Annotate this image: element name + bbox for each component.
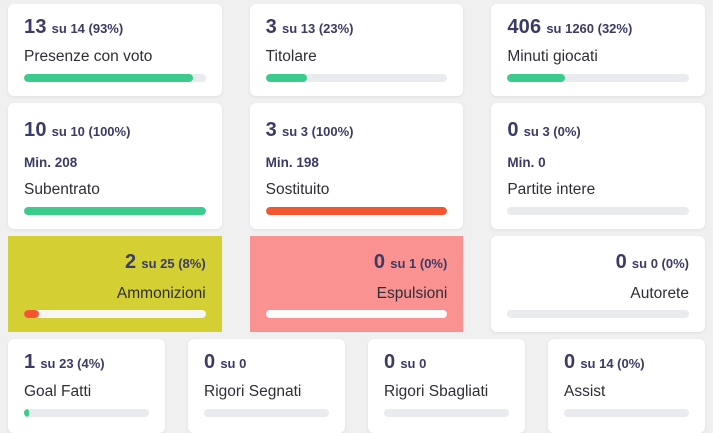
stat-label: Rigori Segnati — [204, 383, 302, 401]
progress-bar-fill — [24, 310, 39, 319]
stat-label: Assist — [564, 383, 606, 401]
stat-card-ammonizioni: 2 su 25 (8%) Ammonizioni — [8, 235, 222, 333]
progress-bar-track — [507, 73, 689, 82]
stat-value: 13 — [24, 16, 47, 38]
progress-bar-track — [265, 73, 448, 82]
stat-card-autorete: 0 su 0 (0%) Autorete — [491, 235, 705, 333]
stat-label: Autorete — [630, 284, 689, 302]
stat-ratio: su 1 (0%) — [390, 255, 448, 271]
stat-value: 0 — [507, 118, 519, 141]
stat-value: 406 — [507, 16, 542, 38]
stat-value: 0 — [615, 250, 627, 273]
stat-value: 1 — [24, 351, 36, 374]
stat-card-titolare: 3 su 13 (23%) Titolare — [249, 4, 464, 96]
progress-bar-track — [24, 206, 206, 215]
stat-card-presenze-con-voto: 13 su 14 (93%) Presenze con voto — [8, 4, 222, 96]
progress-bar-track — [507, 310, 689, 319]
stat-label: Minuti giocati — [507, 48, 598, 65]
progress-bar-track — [564, 409, 689, 418]
stat-value: 0 — [373, 250, 386, 273]
progress-bar-track — [384, 409, 509, 418]
stat-head: 406 su 1260 (32%) — [507, 16, 689, 39]
stat-value: 0 — [564, 351, 576, 374]
stats-row-1: 13 su 14 (93%) Presenze con voto 3 su 13 (… — [8, 4, 705, 96]
stat-head: 0 su 1 (0%) — [266, 250, 448, 274]
stats-row-2: 10 su 10 (100%) Min. 208 Subentrato 3 su 3… — [8, 102, 705, 229]
stat-minutes: Min. 208 — [24, 154, 78, 170]
stat-label: Partite intere — [507, 180, 596, 198]
stat-head: 3 su 13 (23%) — [266, 16, 448, 39]
stat-head: 1 su 23 (4%) — [24, 351, 149, 374]
stat-head: 10 su 10 (100%) — [24, 119, 206, 142]
stat-head: 2 su 25 (8%) — [24, 251, 206, 274]
stat-card-minuti-giocati: 406 su 1260 (32%) Minuti giocati — [491, 4, 705, 96]
stat-head: 0 su 0 (0%) — [507, 251, 689, 274]
stat-value: 10 — [24, 118, 47, 141]
progress-bar-fill — [507, 73, 566, 82]
stat-card-goal-fatti: 1 su 23 (4%) Goal Fatti — [8, 339, 165, 433]
stats-row-4: 1 su 23 (4%) Goal Fatti 0 su 0 Rigori Segn… — [8, 339, 705, 433]
stat-value: 3 — [265, 16, 277, 38]
progress-bar-track — [204, 409, 329, 418]
stat-card-partite-intere: 0 su 3 (0%) Min. 0 Partite intere — [491, 102, 705, 229]
stat-label: Ammonizioni — [116, 284, 206, 302]
stat-label: Rigori Sbagliati — [384, 383, 489, 401]
stat-minutes: Min. 198 — [265, 154, 319, 170]
stat-head: 13 su 14 (93%) — [24, 16, 206, 39]
progress-bar-fill — [265, 73, 308, 82]
stat-card-subentrato: 10 su 10 (100%) Min. 208 Subentrato — [8, 102, 222, 229]
progress-bar-track — [24, 310, 206, 319]
progress-bar-track — [507, 206, 689, 215]
stat-minutes: Min. 0 — [507, 154, 546, 170]
stat-ratio: su 23 (4%) — [40, 356, 105, 372]
stat-ratio: su 25 (8%) — [141, 255, 206, 271]
stat-card-sostituito: 3 su 3 (100%) Min. 198 Sostituito — [249, 102, 464, 229]
progress-bar-track — [24, 409, 149, 418]
stat-value: 0 — [384, 351, 396, 374]
stat-ratio: su 3 (100%) — [281, 123, 354, 139]
stat-ratio: su 0 — [220, 356, 247, 372]
stat-label: Goal Fatti — [24, 383, 92, 401]
stat-ratio: su 3 (0%) — [523, 123, 581, 139]
stat-ratio: su 14 (0%) — [580, 356, 645, 372]
stat-card-espulsioni: 0 su 1 (0%) Espulsioni — [249, 235, 464, 333]
stat-head: 0 su 14 (0%) — [564, 351, 689, 374]
stat-ratio: su 10 (100%) — [51, 123, 131, 139]
progress-bar-fill — [24, 73, 193, 82]
stats-row-3: 2 su 25 (8%) Ammonizioni 0 su 1 (0%) Espul… — [8, 235, 705, 333]
stat-ratio: su 13 (23%) — [281, 21, 354, 36]
progress-bar-fill — [24, 206, 206, 215]
progress-bar-fill — [24, 409, 29, 418]
stat-ratio: su 1260 (32%) — [546, 21, 633, 36]
stat-ratio: su 0 (0%) — [631, 255, 689, 271]
stat-ratio: su 14 (93%) — [51, 21, 124, 36]
stat-label: Titolare — [265, 48, 317, 65]
stat-head: 0 su 0 — [384, 351, 509, 374]
stat-card-rigori-sbagliati: 0 su 0 Rigori Sbagliati — [368, 339, 525, 433]
stat-card-assist: 0 su 14 (0%) Assist — [548, 339, 705, 433]
stat-label: Espulsioni — [376, 284, 448, 302]
stat-label: Presenze con voto — [24, 48, 153, 65]
progress-bar-track — [265, 206, 448, 215]
stat-card-rigori-segnati: 0 su 0 Rigori Segnati — [188, 339, 345, 433]
stat-value: 3 — [265, 118, 277, 141]
stat-ratio: su 0 — [400, 356, 427, 372]
stat-label: Sostituito — [265, 180, 330, 198]
stat-value: 2 — [125, 250, 137, 273]
progress-bar-track — [24, 73, 206, 82]
progress-bar-track — [265, 310, 448, 319]
stat-head: 3 su 3 (100%) — [266, 119, 448, 142]
stat-head: 0 su 3 (0%) — [507, 119, 689, 142]
stat-head: 0 su 0 — [204, 351, 329, 374]
stat-value: 0 — [204, 351, 216, 374]
stat-label: Subentrato — [24, 180, 100, 198]
progress-bar-fill — [265, 206, 448, 215]
